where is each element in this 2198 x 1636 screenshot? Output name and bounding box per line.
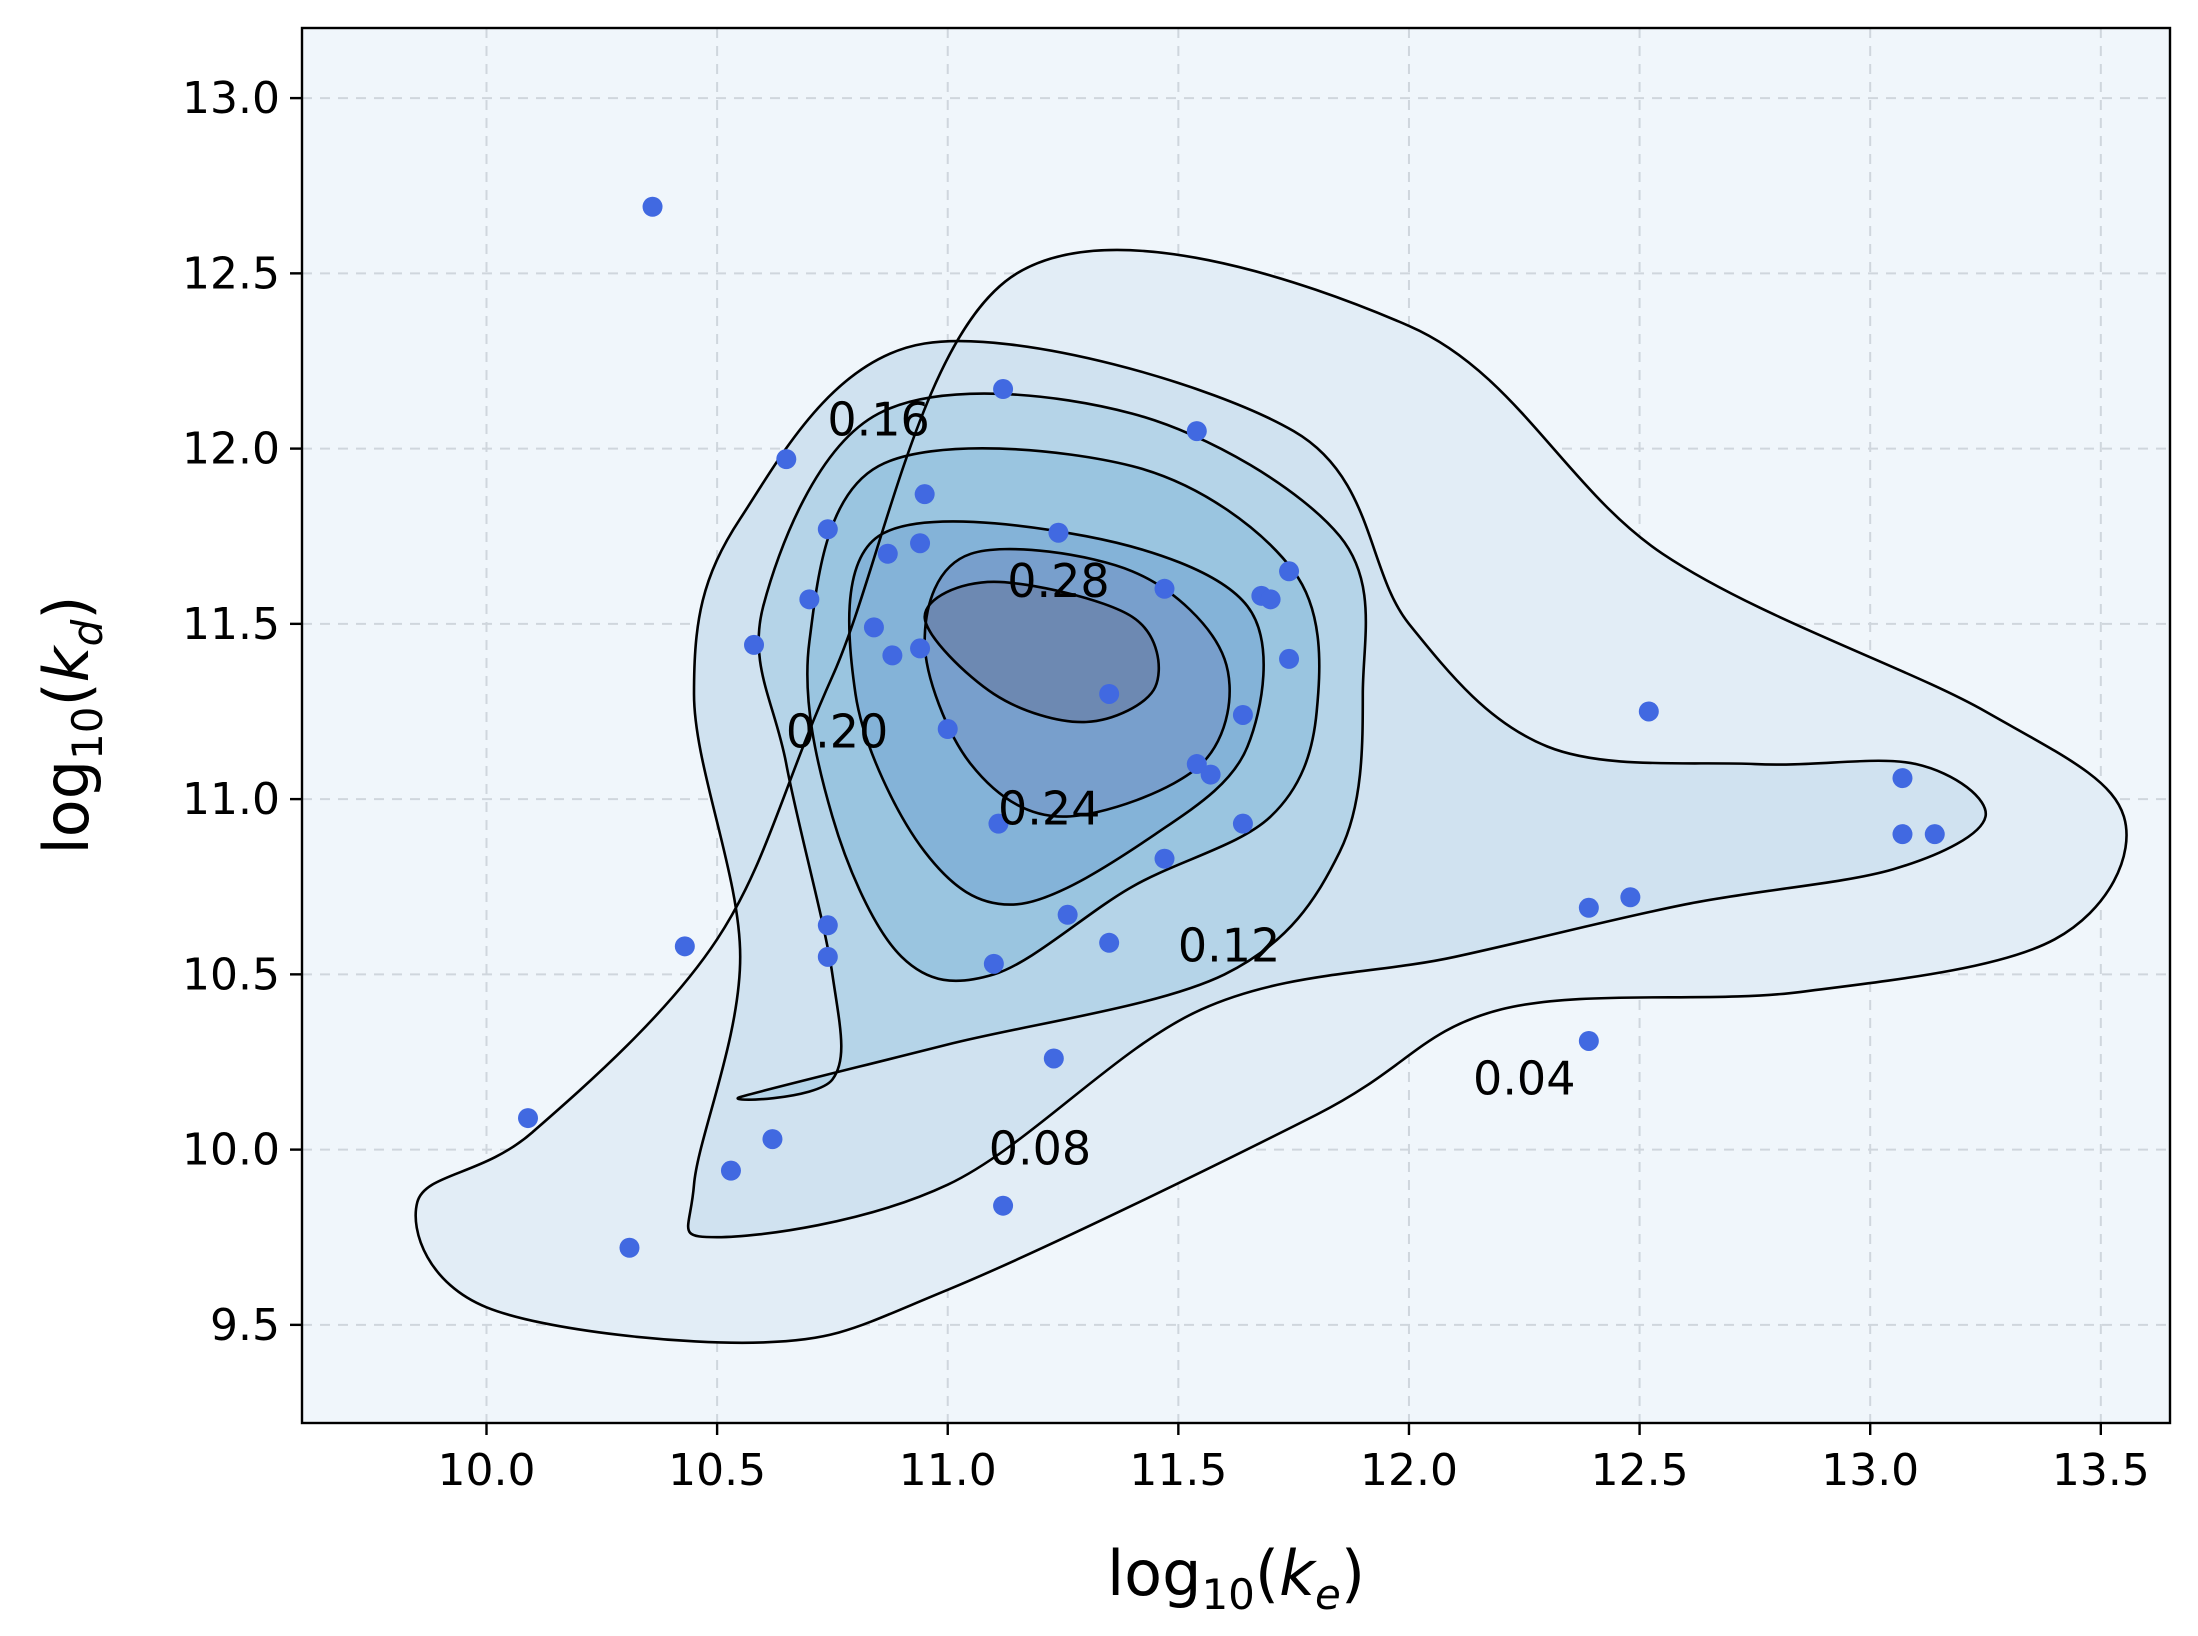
y-tick-label: 13.0: [182, 73, 280, 124]
contour-label-group: 0.28: [1007, 554, 1109, 608]
data-point: [744, 634, 765, 655]
contour-line-0.16: [806, 447, 1321, 983]
data-point: [1892, 824, 1913, 845]
y-tick-label: 10.0: [182, 1125, 280, 1176]
data-point: [720, 1160, 741, 1181]
data-point: [817, 915, 838, 936]
data-point: [993, 1195, 1014, 1216]
data-point: [1186, 421, 1207, 442]
data-point: [937, 719, 958, 740]
data-point: [1099, 932, 1120, 953]
contour-lines: [414, 248, 2128, 1345]
data-point: [518, 1108, 539, 1129]
data-point: [1620, 887, 1641, 908]
contour-label: 0.24: [998, 782, 1100, 836]
data-point: [1043, 1048, 1064, 1069]
data-point: [1099, 683, 1120, 704]
contour-label: 0.28: [1007, 554, 1109, 608]
x-axis-ticks: 10.0 10.5 11.0 11.5 12.0 12.5 13.0 13.5: [438, 1423, 2150, 1496]
contour-label-group: 0.12: [1178, 918, 1280, 972]
data-point: [877, 543, 898, 564]
data-point: [817, 519, 838, 540]
data-point: [776, 449, 797, 470]
data-point: [910, 638, 931, 659]
x-tick-label: 13.5: [2052, 1445, 2150, 1496]
data-point: [642, 196, 663, 217]
data-point: [1048, 522, 1069, 543]
y-axis-label: log10(kd): [30, 596, 112, 855]
y-tick-label: 12.0: [182, 424, 280, 475]
y-axis-ticks: 9.5 10.0 10.5 11.0 11.5 12.0 12.5 13.0: [182, 73, 302, 1351]
y-tick-label: 12.5: [182, 248, 280, 299]
data-point: [1057, 904, 1078, 925]
y-tick-label: 11.5: [182, 599, 280, 650]
contour-fill-0.28: [924, 581, 1159, 723]
data-point: [1232, 704, 1253, 725]
data-point: [1578, 897, 1599, 918]
data-point: [1154, 848, 1175, 869]
data-point: [1924, 824, 1945, 845]
y-tick-label: 9.5: [210, 1300, 280, 1351]
data-point: [882, 645, 903, 666]
x-tick-label: 11.0: [899, 1445, 997, 1496]
contour-label-group: 0.16: [827, 393, 929, 447]
x-tick-label: 10.5: [668, 1445, 766, 1496]
contour-label: 0.16: [827, 393, 929, 447]
data-point: [799, 589, 820, 610]
data-point: [1260, 589, 1281, 610]
y-tick-label: 10.5: [182, 949, 280, 1000]
contour-label: 0.08: [989, 1122, 1091, 1176]
x-tick-label: 12.0: [1360, 1445, 1458, 1496]
contour-label-group: 0.20: [786, 705, 888, 759]
data-point: [1279, 561, 1300, 582]
y-tick-label: 11.0: [182, 774, 280, 825]
data-point: [1892, 768, 1913, 789]
data-point: [1232, 813, 1253, 834]
data-point: [988, 813, 1009, 834]
data-point: [1279, 648, 1300, 669]
data-point: [1638, 701, 1659, 722]
plot-frame: [300, 26, 2172, 1425]
contour-label-group: 0.08: [989, 1122, 1091, 1176]
scatter-points: [518, 196, 1945, 1258]
contour-label: 0.12: [1178, 918, 1280, 972]
contour-line-0.08: [686, 339, 1987, 1239]
x-tick-label: 12.5: [1591, 1445, 1689, 1496]
data-point: [910, 533, 931, 554]
data-point: [983, 953, 1004, 974]
x-tick-label: 13.0: [1821, 1445, 1919, 1496]
data-point: [863, 617, 884, 638]
contour-label: 0.20: [786, 705, 888, 759]
data-point: [619, 1237, 640, 1258]
contour-labels: 0.04 0.08 0.12 0.16 0.20 0.24 0.28: [786, 393, 1576, 1176]
contour-line-0.20: [847, 520, 1265, 906]
x-tick-label: 11.5: [1129, 1445, 1227, 1496]
x-axis-label: log10(ke): [1107, 1537, 1365, 1619]
data-point: [674, 936, 695, 957]
data-point: [914, 484, 935, 505]
contour-line-0.28: [923, 580, 1161, 724]
data-point: [1154, 578, 1175, 599]
data-point: [1578, 1030, 1599, 1051]
contour-line-0.24: [923, 547, 1231, 818]
data-point: [1200, 764, 1221, 785]
contour-label-group: 0.24: [998, 782, 1100, 836]
data-point: [817, 946, 838, 967]
contour-line-0.12: [736, 392, 1368, 1101]
data-point: [762, 1129, 783, 1150]
contour-label: 0.04: [1473, 1052, 1575, 1106]
x-tick-label: 10.0: [438, 1445, 536, 1496]
data-point: [1186, 754, 1207, 775]
data-point: [993, 379, 1014, 400]
contour-label-group: 0.04: [1473, 1052, 1575, 1106]
